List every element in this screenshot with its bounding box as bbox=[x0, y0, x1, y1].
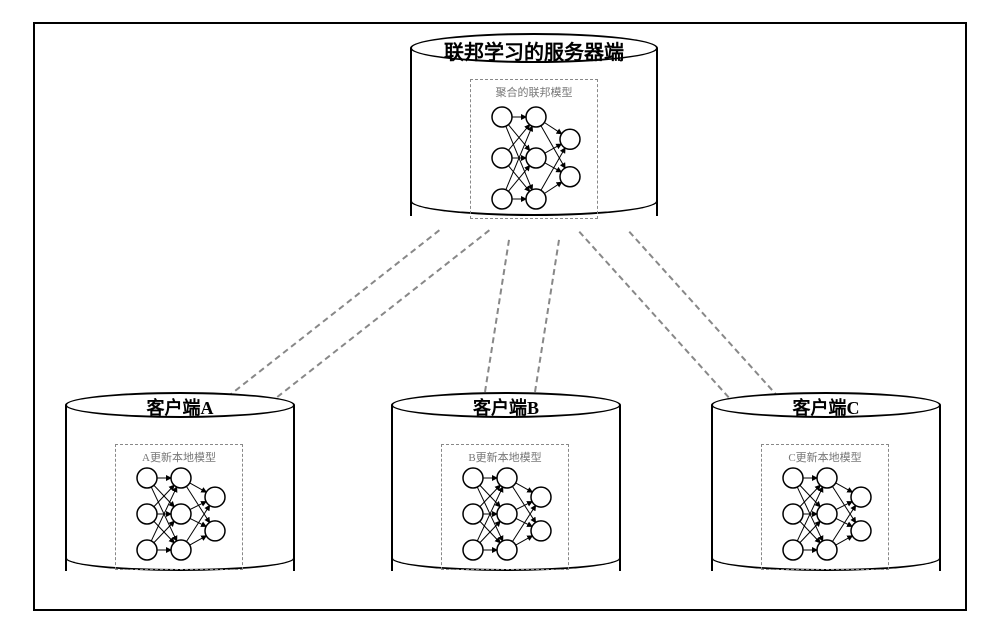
client-c-cylinder-title: 客户端C bbox=[711, 394, 941, 420]
connection-line bbox=[629, 231, 786, 405]
connection-line bbox=[219, 229, 440, 404]
client-c-cylinder-nn-icon bbox=[782, 467, 872, 561]
client-a-cylinder-model-label: A更新本地模型 bbox=[116, 449, 242, 465]
client-c-cylinder-model-box: C更新本地模型 bbox=[761, 444, 889, 570]
client-b-cylinder-model-box: B更新本地模型 bbox=[441, 444, 569, 570]
client-b-cylinder: 客户端B B更新本地模型 bbox=[391, 392, 621, 584]
client-a-cylinder-model-box: A更新本地模型 bbox=[115, 444, 243, 570]
connection-line bbox=[269, 229, 490, 404]
server-cylinder-model-label: 聚合的联邦模型 bbox=[471, 84, 597, 100]
client-b-cylinder-nn-icon bbox=[462, 467, 552, 561]
server-cylinder-title: 联邦学习的服务器端 bbox=[410, 36, 658, 65]
client-b-cylinder-model-label: B更新本地模型 bbox=[442, 449, 568, 465]
client-b-cylinder-title: 客户端B bbox=[391, 394, 621, 420]
client-c-cylinder: 客户端C C更新本地模型 bbox=[711, 392, 941, 584]
server-cylinder: 联邦学习的服务器端聚合的联邦模型 bbox=[410, 33, 658, 231]
server-cylinder-model-box: 聚合的联邦模型 bbox=[470, 79, 598, 219]
diagram-frame: 联邦学习的服务器端聚合的联邦模型客户端AA更新本地模型客户端BB更新本地模型客户… bbox=[33, 22, 967, 611]
client-a-cylinder-nn-icon bbox=[136, 467, 226, 561]
client-c-cylinder-model-label: C更新本地模型 bbox=[762, 449, 888, 465]
connection-line bbox=[484, 240, 510, 392]
server-cylinder-nn-icon bbox=[491, 106, 581, 210]
connection-line bbox=[534, 240, 560, 392]
client-a-cylinder: 客户端A A更新本地模型 bbox=[65, 392, 295, 584]
connection-line bbox=[579, 231, 736, 405]
client-a-cylinder-title: 客户端A bbox=[65, 394, 295, 420]
